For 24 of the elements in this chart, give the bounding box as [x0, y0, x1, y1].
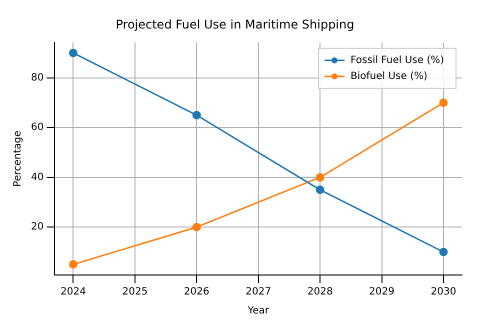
y-tick-label: 60	[30, 122, 44, 134]
y-tick-label: 40	[30, 172, 44, 183]
point	[68, 260, 78, 269]
x-axis-title: Year	[246, 306, 270, 317]
x-tick-label: 2024	[60, 286, 86, 298]
y-axis-title: Percentage	[12, 130, 24, 187]
x-tick-label: 2026	[184, 286, 210, 298]
x-tick-label: 2027	[246, 286, 272, 298]
point	[439, 248, 448, 256]
x-tick-label: 2029	[369, 286, 395, 298]
point	[439, 98, 448, 107]
point	[192, 110, 201, 120]
x-tick-label: 2028	[307, 286, 333, 298]
y-tick-label: 80	[30, 72, 44, 84]
point	[316, 173, 324, 182]
chart-title: Projected Fuel Use in Maritime Shipping	[116, 17, 354, 32]
point	[192, 222, 201, 232]
point	[68, 48, 78, 58]
x-tick-label: 2025	[122, 286, 148, 298]
x-tick-label: 2030	[430, 286, 456, 298]
legend-label: Biofuel Use (%)	[350, 70, 428, 82]
point	[316, 186, 324, 194]
y-tick-label: 20	[30, 222, 44, 233]
legend-label: Fossil Fuel Use (%)	[350, 54, 444, 66]
